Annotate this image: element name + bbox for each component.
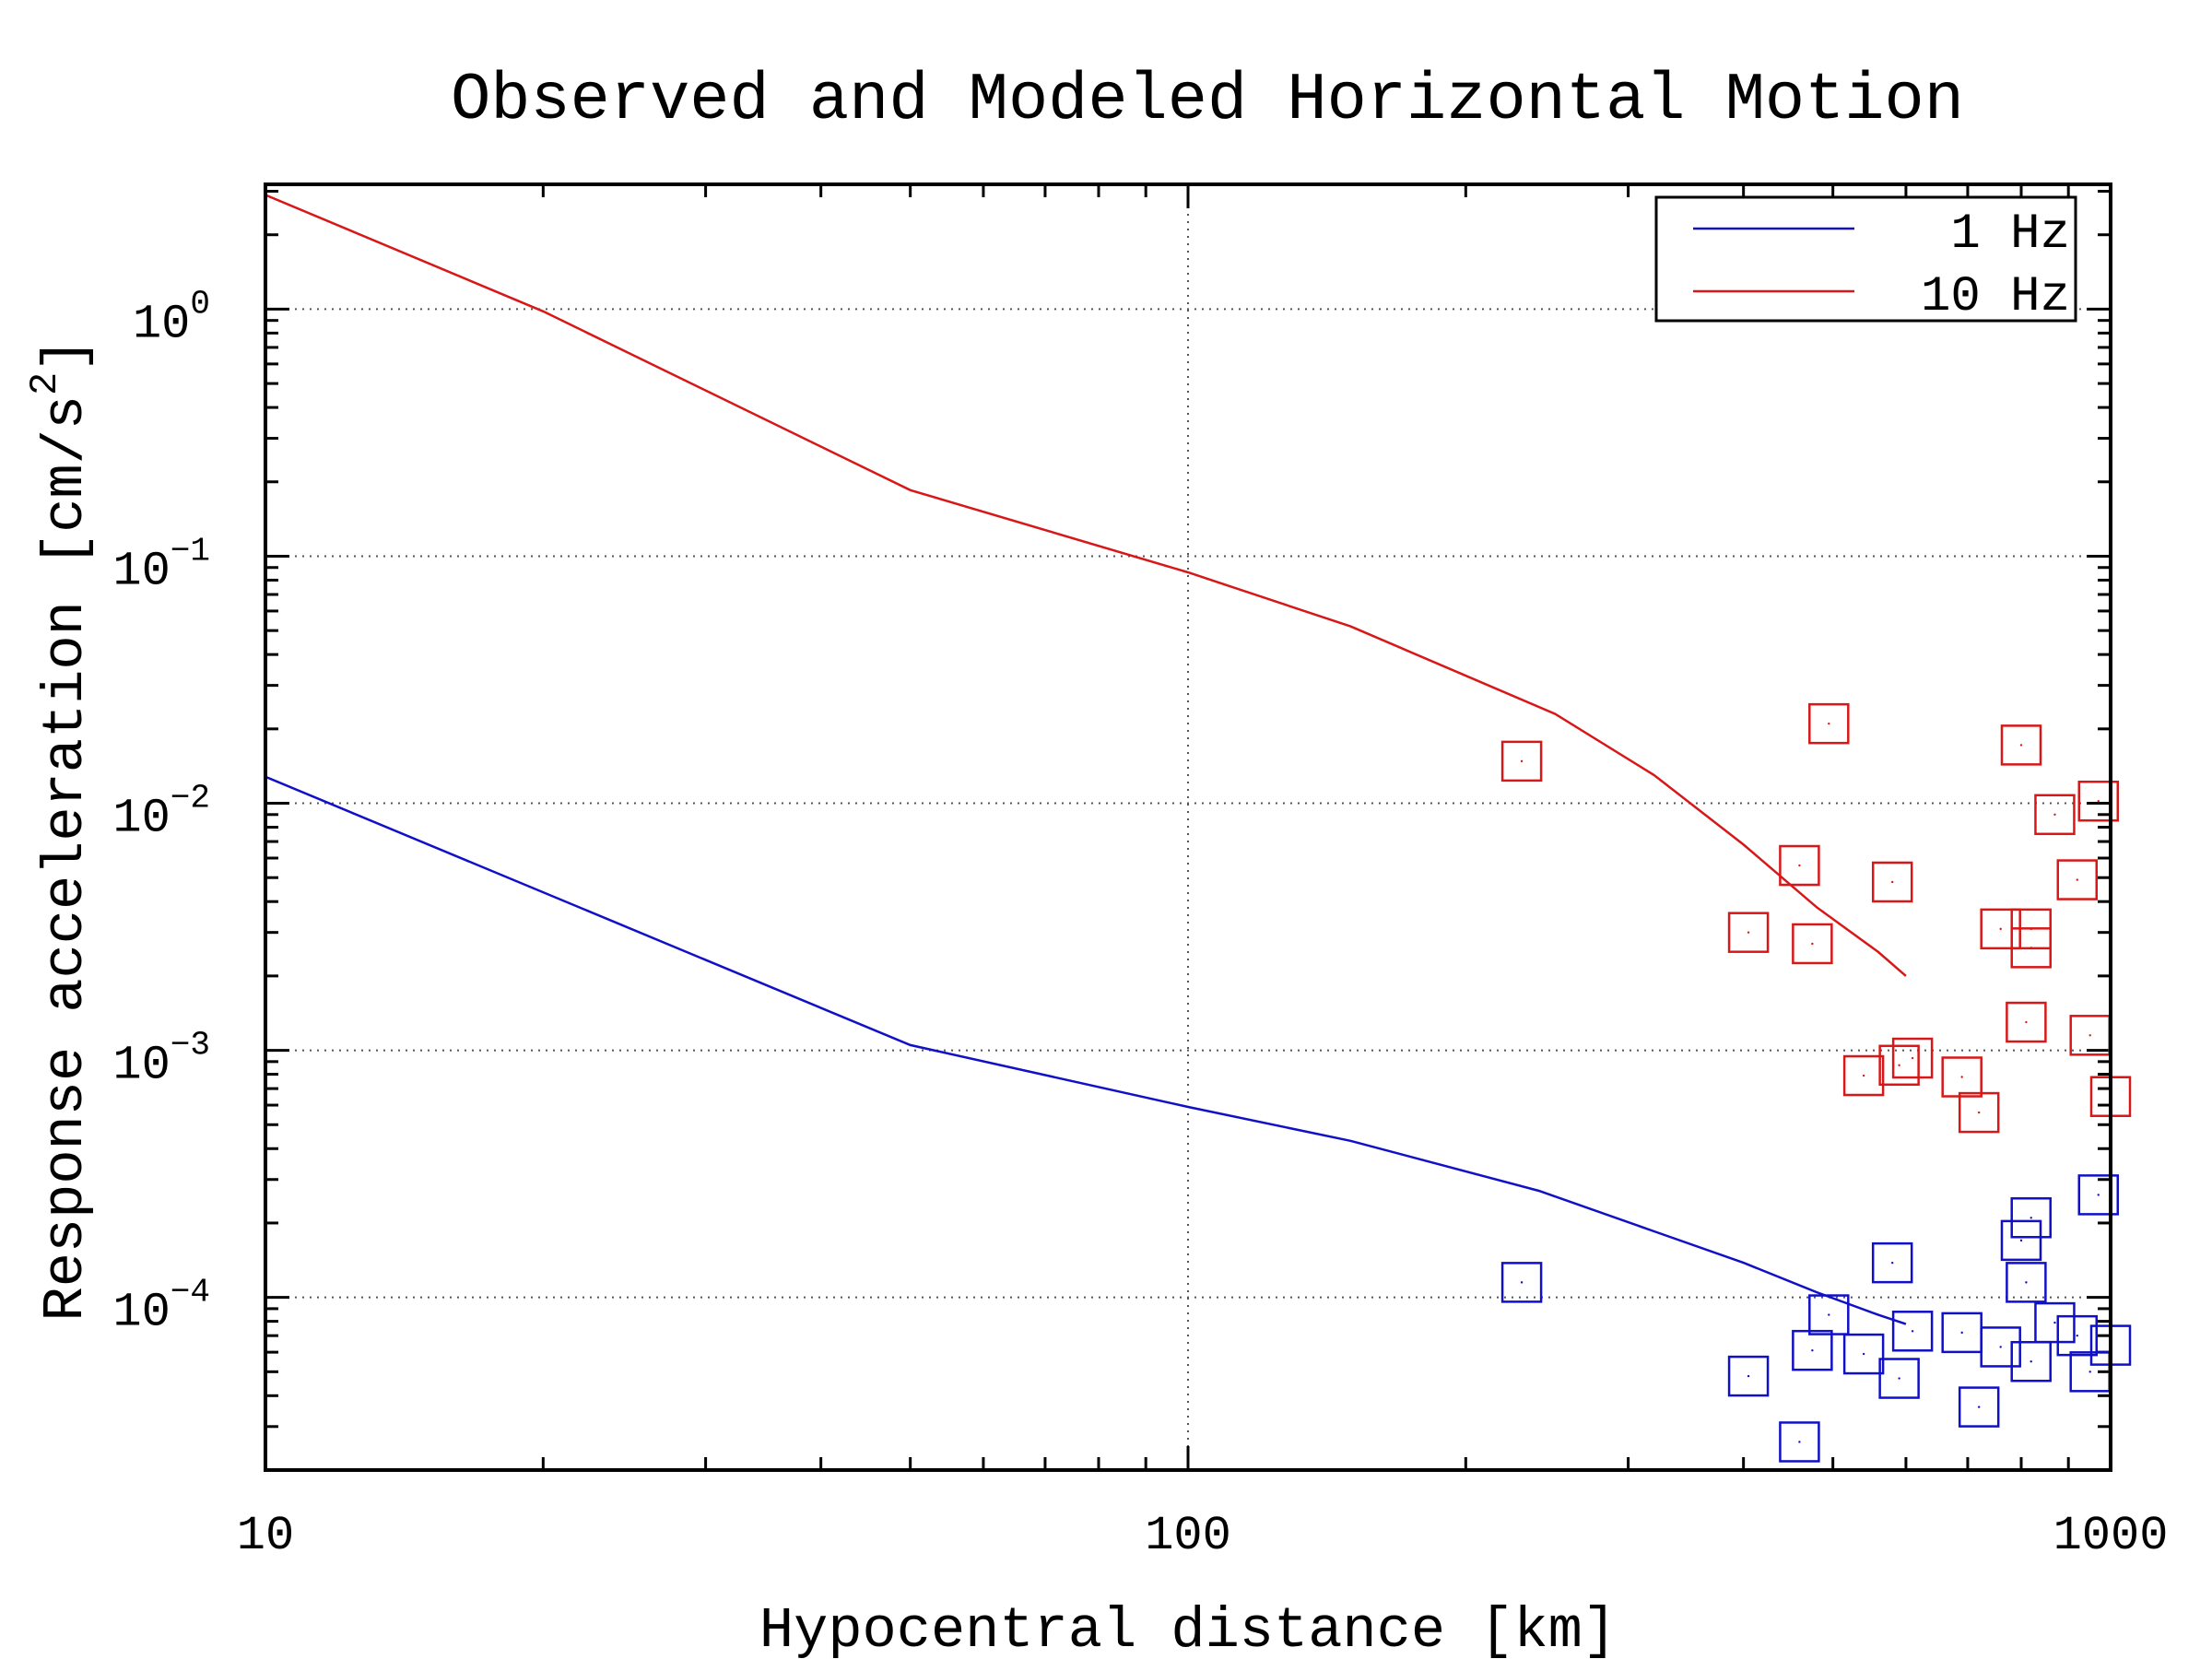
observed-point-center-1hz bbox=[1977, 1406, 1981, 1408]
observed-point-center-1hz bbox=[2030, 1217, 2032, 1219]
observed-point-center-10hz bbox=[2030, 947, 2032, 949]
observed-point-center-1hz bbox=[1960, 1331, 1963, 1335]
observed-point-center-10hz bbox=[2097, 800, 2100, 803]
observed-point-10hz bbox=[2010, 927, 2052, 969]
observed-point-1hz bbox=[2000, 1219, 2042, 1262]
observed-point-center-1hz bbox=[1798, 1441, 1801, 1443]
observed-point-1hz bbox=[1871, 1241, 1913, 1284]
x-tick-label: 10 bbox=[237, 1509, 294, 1563]
observed-point-center-1hz bbox=[1862, 1352, 1865, 1356]
observed-point-center-1hz bbox=[1520, 1281, 1524, 1284]
observed-point-10hz bbox=[1871, 861, 1913, 903]
observed-point-center-1hz bbox=[1999, 1346, 2002, 1348]
observed-point-1hz bbox=[1500, 1262, 1543, 1303]
observed-point-1hz bbox=[2056, 1314, 2099, 1357]
observed-point-center-10hz bbox=[2088, 1034, 2091, 1037]
observed-point-center-10hz bbox=[1898, 1064, 1900, 1066]
observed-point-10hz bbox=[1727, 912, 1770, 953]
observed-point-center-10hz bbox=[2053, 813, 2056, 816]
y-tick-label: 100 bbox=[133, 285, 210, 351]
observed-point-center-10hz bbox=[1520, 759, 1524, 763]
observed-point-center-10hz bbox=[1911, 1056, 1914, 1060]
x-tick-label: 1000 bbox=[2053, 1509, 2169, 1563]
plot-frame bbox=[264, 182, 2112, 1472]
observed-point-1hz bbox=[1958, 1386, 2000, 1428]
observed-point-center-1hz bbox=[1747, 1374, 1750, 1378]
observed-point-1hz bbox=[2010, 1340, 2052, 1382]
observed-point-center-10hz bbox=[1862, 1074, 1865, 1077]
observed-point-center-1hz bbox=[2076, 1334, 2078, 1337]
observed-point-1hz bbox=[1891, 1311, 1934, 1352]
observed-point-10hz bbox=[2006, 1001, 2047, 1043]
observed-point-center-1hz bbox=[1811, 1348, 1814, 1352]
observed-point-center-1hz bbox=[2097, 1194, 2100, 1196]
observed-point-center-1hz bbox=[1828, 1313, 1830, 1316]
plot-area: 10 100 1000 100 10−1 10−2 10−3 10−4 bbox=[112, 184, 2168, 1563]
observed-point-1hz bbox=[2034, 1301, 2076, 1344]
observed-point-center-10hz bbox=[1747, 931, 1750, 934]
observed-point-10hz bbox=[1842, 1054, 1885, 1097]
observed-point-10hz bbox=[2077, 780, 2120, 822]
observed-point-center-10hz bbox=[1828, 722, 1830, 725]
x-tick-label: 100 bbox=[1145, 1509, 1231, 1563]
observed-point-10hz bbox=[1808, 702, 1850, 745]
y-tick-label: 10−4 bbox=[112, 1274, 210, 1340]
observed-point-1hz bbox=[1779, 1421, 1820, 1463]
observed-point-center-1hz bbox=[1911, 1330, 1914, 1333]
observed-point-1hz bbox=[1792, 1329, 1833, 1371]
observed-point-10hz bbox=[1878, 1044, 1920, 1087]
observed-point-center-1hz bbox=[2088, 1371, 2091, 1373]
observed-point-1hz bbox=[1842, 1333, 1885, 1375]
observed-point-1hz bbox=[2006, 1262, 2047, 1303]
legend: 1 Hz 10 Hz bbox=[1654, 195, 2077, 325]
observed-point-center-10hz bbox=[1960, 1076, 1963, 1078]
y-axis-label: Response acceleration [cm/s2] bbox=[23, 337, 99, 1321]
observed-point-10hz bbox=[1500, 740, 1543, 782]
observed-point-center-10hz bbox=[1890, 880, 1894, 884]
model-line-10hz bbox=[265, 194, 1907, 977]
observed-point-center-10hz bbox=[2019, 744, 2023, 747]
observed-point-center-1hz bbox=[1890, 1261, 1894, 1265]
y-tick-label: 10−1 bbox=[112, 532, 210, 598]
observed-point-1hz bbox=[1878, 1358, 1920, 1399]
observed-point-1hz bbox=[1727, 1355, 1770, 1397]
observed-point-center-10hz bbox=[1999, 927, 2002, 931]
observed-point-center-1hz bbox=[2030, 1360, 2032, 1363]
observed-point-10hz bbox=[1941, 1056, 1983, 1098]
chart-title: Observed and Modeled Horizontal Motion bbox=[451, 63, 1964, 138]
observed-point-10hz bbox=[2056, 859, 2099, 900]
observed-point-1hz bbox=[1808, 1294, 1850, 1335]
observed-point-center-10hz bbox=[1977, 1111, 1981, 1114]
observed-point-center-10hz bbox=[2025, 1020, 2028, 1024]
observed-point-center-1hz bbox=[2025, 1281, 2028, 1284]
observed-point-10hz bbox=[1891, 1037, 1934, 1079]
observed-point-10hz bbox=[2034, 794, 2076, 836]
observed-point-center-1hz bbox=[2053, 1321, 2056, 1324]
observed-point-10hz bbox=[2000, 724, 2042, 766]
legend-label-1hz: 1 Hz bbox=[1950, 206, 2070, 263]
y-tick-label: 10−3 bbox=[112, 1027, 210, 1093]
observed-point-10hz bbox=[1779, 844, 1820, 887]
y-tick-label: 10−2 bbox=[112, 780, 210, 846]
observed-point-10hz bbox=[1958, 1091, 2000, 1134]
observed-point-center-1hz bbox=[1898, 1377, 1900, 1380]
legend-label-10hz: 10 Hz bbox=[1921, 269, 2070, 325]
observed-point-1hz bbox=[2010, 1197, 2052, 1239]
observed-point-10hz bbox=[1792, 923, 1833, 965]
observed-point-1hz bbox=[2077, 1174, 2120, 1216]
legend-box bbox=[1654, 195, 2077, 323]
x-axis-label: Hypocentral distance [km] bbox=[759, 1598, 1617, 1659]
observed-point-center-10hz bbox=[1798, 864, 1801, 867]
observed-point-center-10hz bbox=[2076, 878, 2078, 881]
observed-point-center-1hz bbox=[2019, 1239, 2023, 1242]
observed-point-1hz bbox=[1980, 1326, 2021, 1368]
observed-point-center-10hz bbox=[1811, 942, 1814, 946]
